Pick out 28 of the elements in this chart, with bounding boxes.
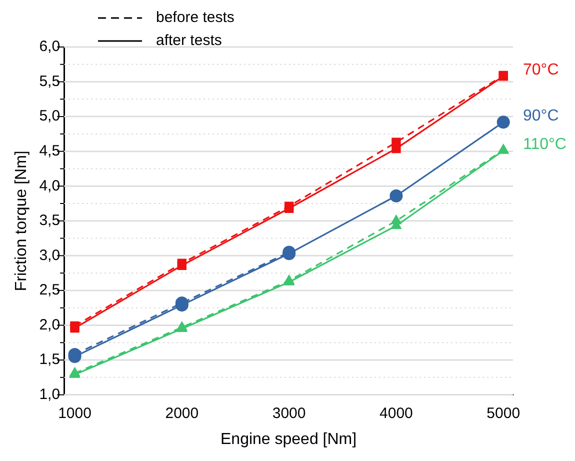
y-tick-label: 3,5 bbox=[39, 212, 60, 230]
series-label: 70°C bbox=[523, 62, 559, 79]
y-tick-label: 4,5 bbox=[39, 142, 60, 160]
y-tick-label: 2,5 bbox=[39, 282, 60, 299]
y-tick-label: 1,0 bbox=[39, 386, 60, 403]
series-label: 110°C bbox=[523, 136, 566, 154]
point bbox=[177, 258, 187, 268]
y-tick-label: 2,0 bbox=[39, 316, 60, 334]
point bbox=[392, 138, 401, 147]
series-label: 90°C bbox=[523, 108, 559, 125]
x-tick-label: 3000 bbox=[272, 404, 306, 422]
y-tick-label: 5,0 bbox=[39, 108, 60, 125]
point bbox=[390, 189, 403, 202]
x-tick-label: 5000 bbox=[486, 404, 520, 422]
y-tick-label: 4,0 bbox=[39, 177, 60, 194]
text: before tests bbox=[156, 9, 234, 26]
y-tick-label: 1,5 bbox=[39, 351, 60, 368]
x-tick-label: 4000 bbox=[380, 404, 413, 422]
point bbox=[390, 214, 402, 224]
point bbox=[496, 116, 510, 129]
y-tick-label: 6,0 bbox=[39, 38, 60, 56]
x-tick-label: 1000 bbox=[58, 404, 92, 422]
y-tick-label: 5,5 bbox=[39, 72, 60, 90]
x-axis-title: Engine speed [Nm] bbox=[220, 430, 357, 448]
y-tick-label: 3,0 bbox=[39, 246, 60, 264]
annotation: after tests bbox=[156, 32, 222, 49]
y-axis-title: Friction torque [Nm] bbox=[13, 150, 30, 292]
x-tick-label: 2000 bbox=[165, 404, 199, 422]
